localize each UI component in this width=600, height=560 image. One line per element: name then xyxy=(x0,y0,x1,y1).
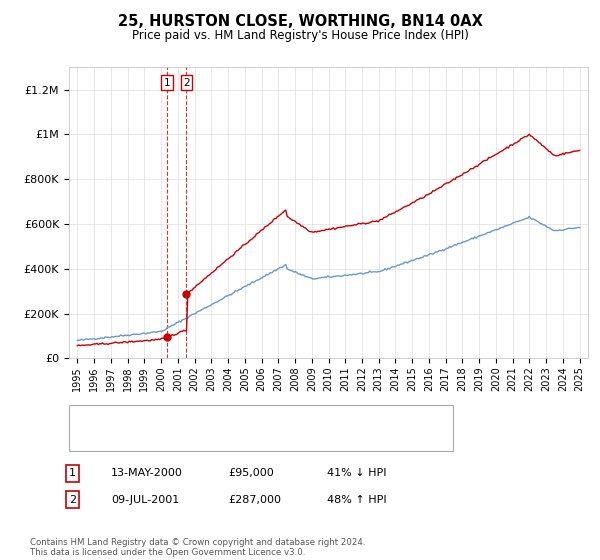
Text: 2: 2 xyxy=(183,78,190,88)
Text: 41% ↓ HPI: 41% ↓ HPI xyxy=(327,468,386,478)
Text: £287,000: £287,000 xyxy=(228,494,281,505)
Text: 13-MAY-2000: 13-MAY-2000 xyxy=(111,468,183,478)
Text: Contains HM Land Registry data © Crown copyright and database right 2024.
This d: Contains HM Land Registry data © Crown c… xyxy=(30,538,365,557)
Text: 1: 1 xyxy=(164,78,170,88)
Text: 25, HURSTON CLOSE, WORTHING, BN14 0AX (detached house): 25, HURSTON CLOSE, WORTHING, BN14 0AX (d… xyxy=(102,412,428,421)
Text: 09-JUL-2001: 09-JUL-2001 xyxy=(111,494,179,505)
Text: 1: 1 xyxy=(69,468,76,478)
Text: ——: —— xyxy=(76,433,101,446)
Text: 2: 2 xyxy=(69,494,76,505)
Text: 25, HURSTON CLOSE, WORTHING, BN14 0AX: 25, HURSTON CLOSE, WORTHING, BN14 0AX xyxy=(118,14,482,29)
Text: ——: —— xyxy=(76,410,101,423)
Text: £95,000: £95,000 xyxy=(228,468,274,478)
Text: Price paid vs. HM Land Registry's House Price Index (HPI): Price paid vs. HM Land Registry's House … xyxy=(131,29,469,42)
Text: HPI: Average price, detached house, Worthing: HPI: Average price, detached house, Wort… xyxy=(102,435,342,444)
Text: 48% ↑ HPI: 48% ↑ HPI xyxy=(327,494,386,505)
